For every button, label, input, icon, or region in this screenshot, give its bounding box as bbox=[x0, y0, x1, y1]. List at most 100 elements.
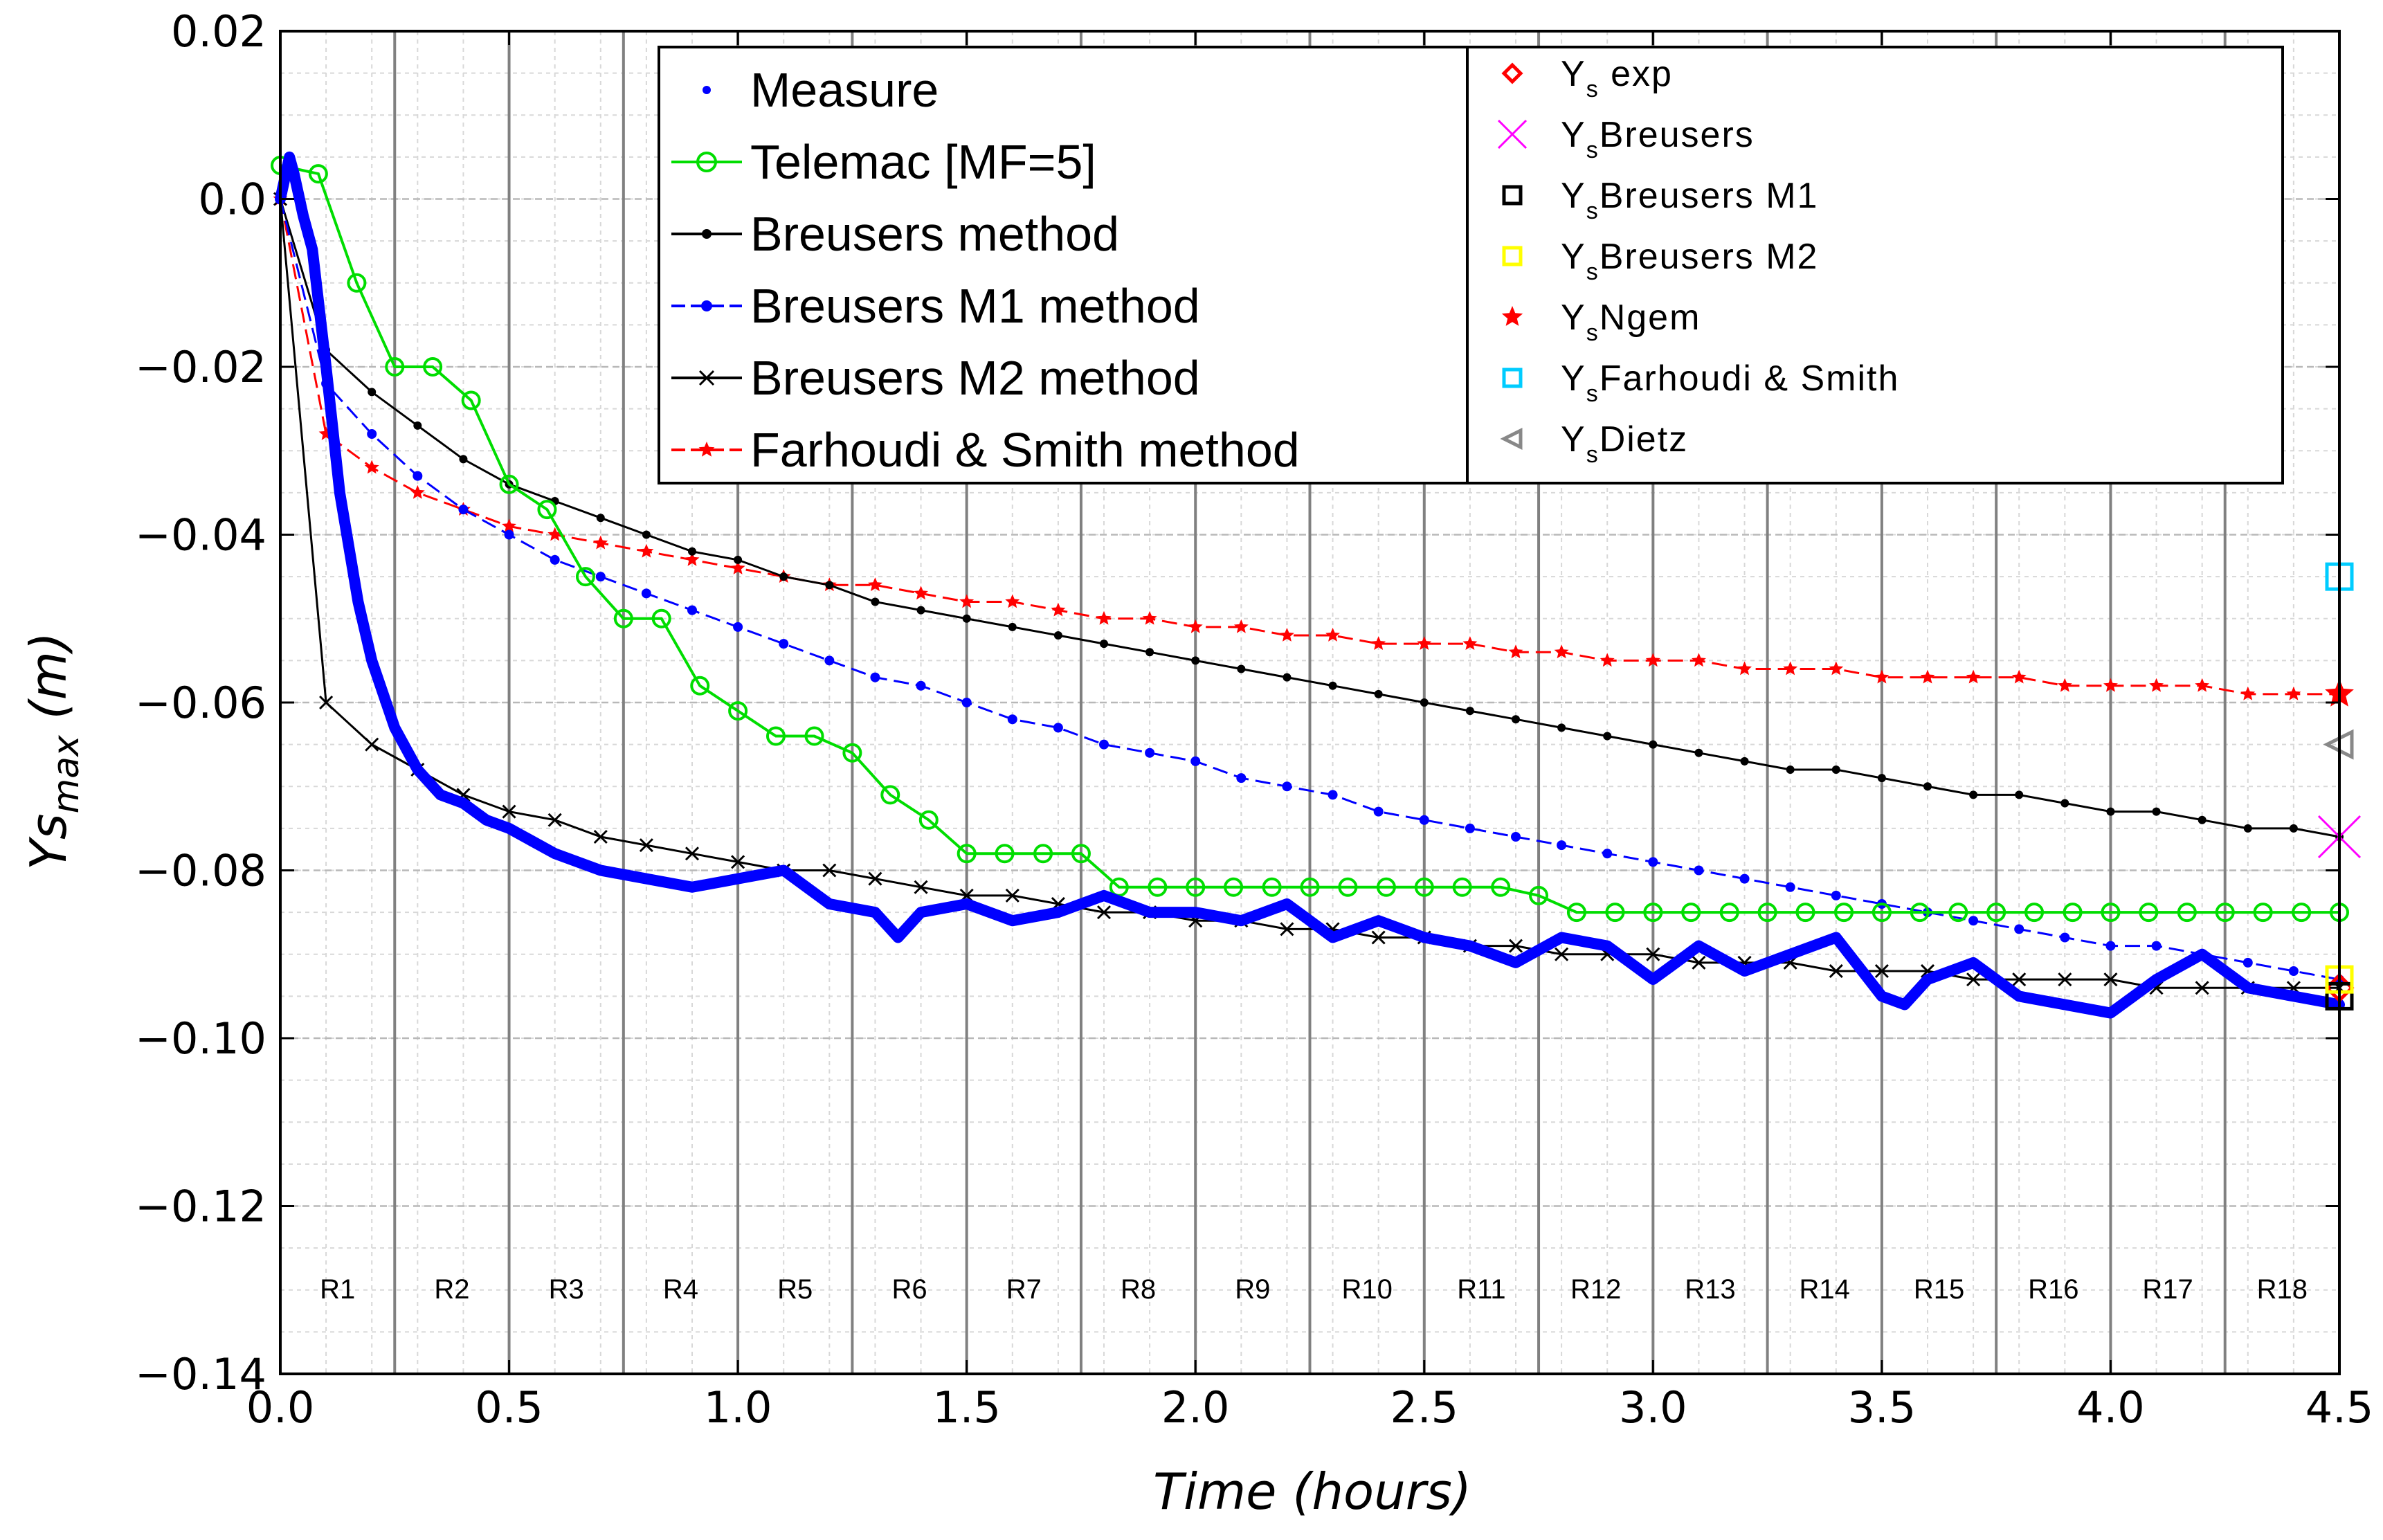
data-point bbox=[1300, 877, 1320, 897]
data-point bbox=[1419, 815, 1429, 825]
y-axis-title-sub: max bbox=[46, 734, 87, 814]
data-point bbox=[639, 838, 653, 853]
data-point bbox=[1414, 877, 1434, 897]
data-point bbox=[595, 572, 606, 582]
data-point bbox=[688, 547, 696, 556]
legend-item: Breusers M1 method bbox=[671, 279, 1200, 333]
data-point bbox=[1033, 844, 1053, 864]
data-point bbox=[1966, 669, 1981, 684]
data-point bbox=[1646, 947, 1660, 961]
data-point bbox=[2151, 941, 2162, 951]
x-tick-label: 2.5 bbox=[1390, 1382, 1458, 1433]
data-point bbox=[1465, 707, 1474, 716]
data-point bbox=[367, 429, 377, 439]
data-point bbox=[1005, 594, 1020, 608]
data-point bbox=[1681, 903, 1701, 923]
marker-stroke bbox=[1005, 888, 1020, 903]
data-point bbox=[1511, 832, 1521, 842]
data-point bbox=[733, 622, 743, 632]
data-point bbox=[868, 871, 882, 886]
data-point bbox=[1096, 610, 1112, 625]
data-point bbox=[1877, 774, 1886, 783]
data-point bbox=[1649, 740, 1658, 749]
data-point bbox=[2106, 807, 2115, 816]
marker-stroke bbox=[822, 863, 837, 878]
data-point bbox=[690, 676, 710, 696]
legend-swatch bbox=[1502, 368, 1523, 388]
data-point bbox=[1374, 689, 1383, 698]
data-point bbox=[1872, 903, 1892, 923]
data-point bbox=[2101, 903, 2121, 923]
data-point bbox=[2060, 799, 2069, 808]
data-point bbox=[962, 614, 971, 623]
data-point bbox=[308, 164, 328, 184]
data-point bbox=[413, 471, 423, 481]
legend-item: YsDietz bbox=[1500, 419, 1687, 468]
data-point bbox=[1236, 773, 1247, 783]
marker-stroke bbox=[319, 695, 334, 710]
x-tick-label: 3.0 bbox=[1619, 1382, 1687, 1433]
data-point bbox=[2253, 903, 2273, 923]
data-point bbox=[880, 785, 900, 805]
marker-stroke bbox=[868, 871, 882, 886]
data-point bbox=[347, 273, 367, 293]
data-point bbox=[2289, 824, 2298, 833]
data-point bbox=[961, 698, 972, 707]
data-point bbox=[1186, 877, 1206, 897]
data-point bbox=[2060, 932, 2070, 943]
data-point bbox=[1233, 619, 1249, 633]
data-point bbox=[1966, 972, 1981, 987]
data-point bbox=[458, 505, 469, 515]
marker-stroke bbox=[639, 838, 653, 853]
data-point bbox=[410, 484, 425, 499]
data-point bbox=[423, 357, 443, 377]
data-point bbox=[2242, 957, 2253, 968]
data-point bbox=[1831, 890, 1841, 900]
data-point bbox=[651, 608, 671, 628]
data-point bbox=[2149, 678, 2164, 692]
legend-swatch bbox=[696, 152, 717, 172]
data-point bbox=[1188, 619, 1203, 633]
data-point bbox=[1224, 877, 1244, 897]
legend-box bbox=[1466, 46, 2284, 484]
x-tick-label: 4.0 bbox=[2076, 1382, 2145, 1433]
data-point bbox=[2011, 669, 2027, 684]
data-point bbox=[593, 535, 608, 550]
legend-label: YsBreusers bbox=[1561, 115, 1755, 163]
data-point bbox=[2063, 903, 2083, 923]
data-point bbox=[1071, 844, 1091, 864]
data-point bbox=[1371, 930, 1386, 945]
data-point bbox=[1465, 823, 1475, 833]
data-point bbox=[685, 552, 700, 566]
data-point bbox=[1557, 723, 1566, 732]
data-point bbox=[1053, 723, 1063, 733]
marker-stroke bbox=[1920, 963, 1935, 979]
data-point bbox=[804, 726, 824, 746]
data-point bbox=[2139, 903, 2159, 923]
y-tick-label: −0.12 bbox=[135, 1181, 266, 1232]
data-point bbox=[728, 701, 748, 721]
data-point bbox=[1007, 714, 1017, 725]
legend-swatch bbox=[702, 229, 712, 239]
legend-item: Telemac [MF=5] bbox=[671, 135, 1096, 189]
data-point bbox=[639, 543, 654, 558]
region-label: R7 bbox=[1006, 1274, 1042, 1305]
series-line bbox=[279, 199, 2339, 696]
region-label: R10 bbox=[1341, 1274, 1392, 1305]
data-point bbox=[1643, 903, 1663, 923]
data-point bbox=[1968, 916, 1979, 926]
marker-stroke bbox=[1497, 119, 1528, 150]
data-point bbox=[2198, 815, 2207, 824]
data-point bbox=[1145, 748, 1155, 758]
legend-label: Breusers M2 method bbox=[750, 351, 1200, 405]
series-breusers-m1-method bbox=[275, 194, 2344, 985]
data-point bbox=[824, 655, 835, 666]
x-axis-title: Time (hours) bbox=[1153, 1462, 1471, 1521]
legend-label: Telemac [MF=5] bbox=[750, 135, 1096, 189]
data-point bbox=[1262, 877, 1282, 897]
data-point bbox=[1328, 790, 1338, 800]
data-point bbox=[1874, 669, 1890, 684]
series-line bbox=[279, 199, 2340, 981]
data-point bbox=[871, 597, 880, 606]
data-point bbox=[575, 567, 595, 587]
